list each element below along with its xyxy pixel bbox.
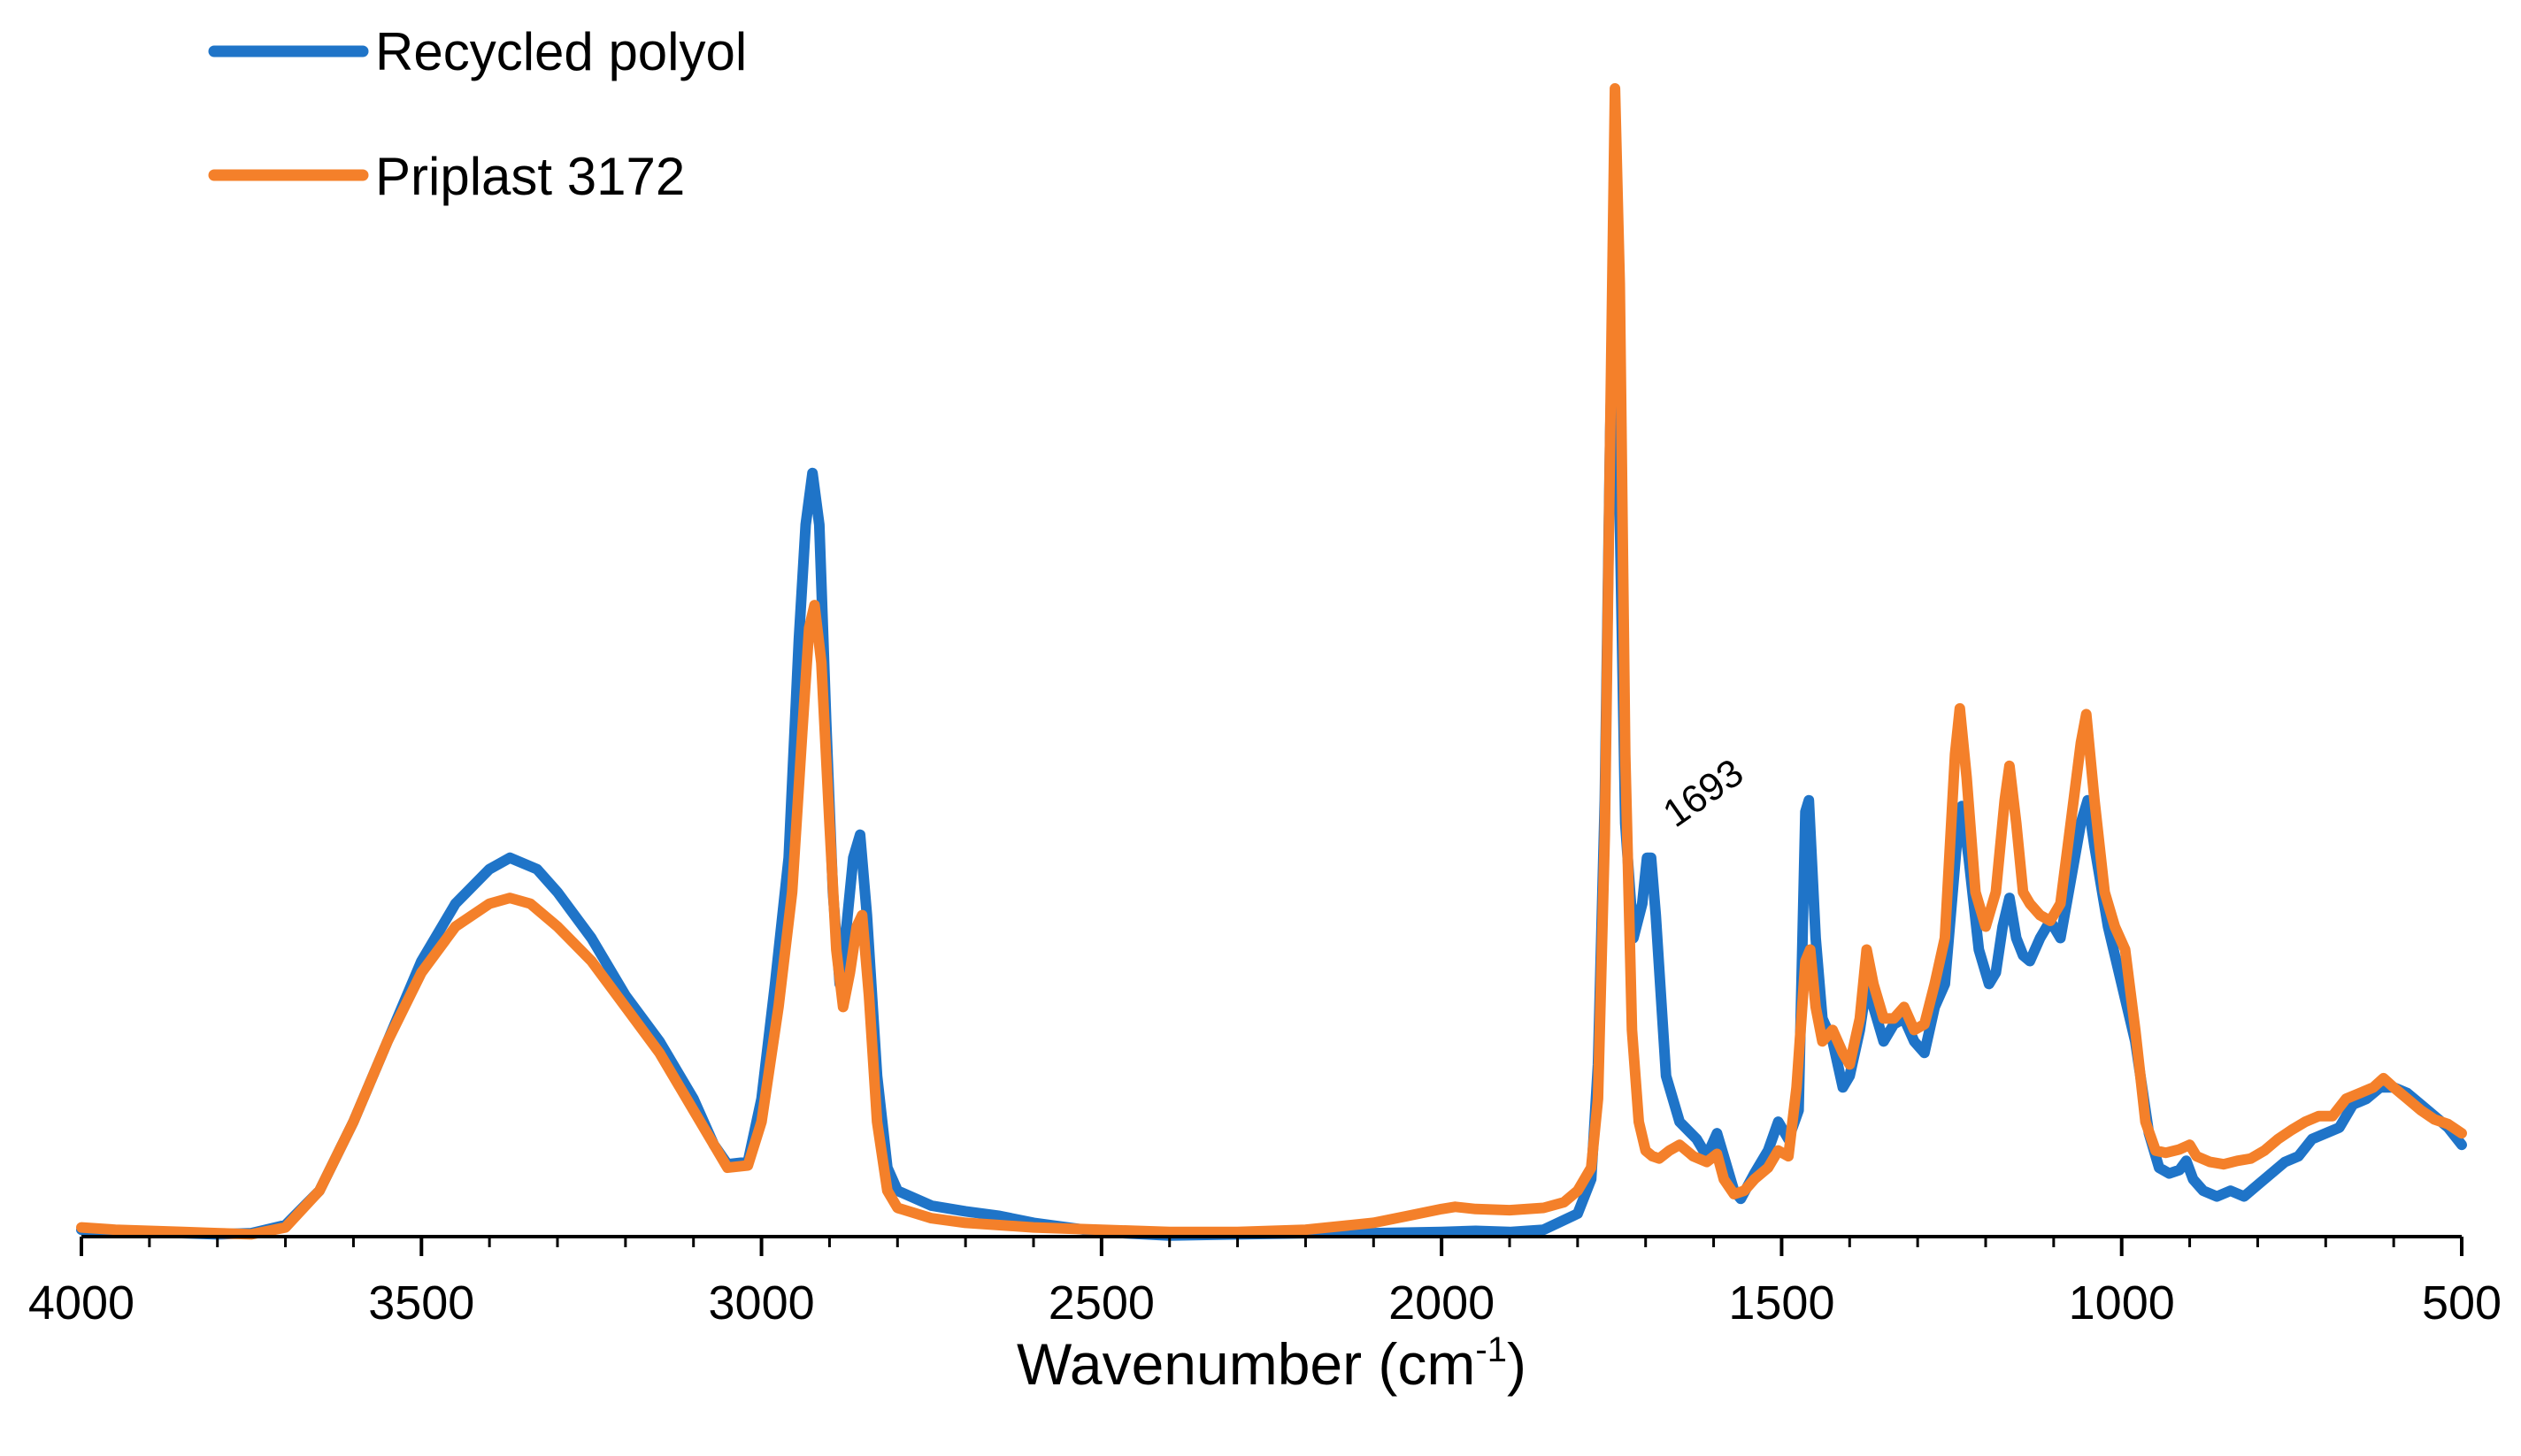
series-line-priplast-3172 <box>76 83 2467 1240</box>
x-axis-ticks: 4000 3500 3000 2500 2000 1500 1000 500 <box>28 1237 2502 1330</box>
legend-label-priplast-3172: Priplast 3172 <box>375 147 685 206</box>
legend-item-priplast-3172: Priplast 3172 <box>208 147 685 206</box>
legend: Recycled polyol Priplast 3172 <box>208 22 747 206</box>
x-tick-label: 4000 <box>28 1276 135 1330</box>
x-axis-label-close: ) <box>1507 1331 1526 1397</box>
x-tick-label: 2500 <box>1049 1276 1155 1330</box>
x-axis-label-superscript: -1 <box>1475 1330 1507 1369</box>
x-tick-label: 500 <box>2422 1276 2502 1330</box>
series-line-recycled-polyol <box>76 220 2467 1241</box>
series-layer <box>76 83 2467 1241</box>
legend-item-recycled-polyol: Recycled polyol <box>208 22 747 81</box>
x-axis-label: Wavenumber (cm-1) <box>1017 1330 1526 1397</box>
x-tick-label: 3500 <box>368 1276 474 1330</box>
x-tick-label: 2000 <box>1388 1276 1495 1330</box>
legend-label-recycled-polyol: Recycled polyol <box>375 22 747 81</box>
x-tick-label: 3000 <box>709 1276 815 1330</box>
annotation-1693-peak-label: 1693 <box>1656 751 1751 836</box>
x-tick-label: 1000 <box>2069 1276 2175 1330</box>
x-tick-label: 1500 <box>1728 1276 1834 1330</box>
